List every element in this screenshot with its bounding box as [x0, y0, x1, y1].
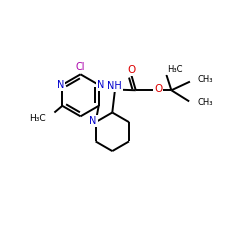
Text: NH: NH [108, 81, 122, 91]
Text: H₃C: H₃C [30, 114, 46, 123]
Text: CH₃: CH₃ [198, 75, 213, 84]
Text: O: O [154, 84, 162, 94]
Text: CH₃: CH₃ [197, 98, 212, 107]
Text: N: N [90, 116, 97, 126]
Text: H₃C: H₃C [167, 65, 183, 74]
Text: Cl: Cl [76, 62, 85, 72]
Text: N: N [97, 80, 104, 90]
Text: N: N [57, 80, 64, 90]
Text: O: O [127, 65, 136, 75]
